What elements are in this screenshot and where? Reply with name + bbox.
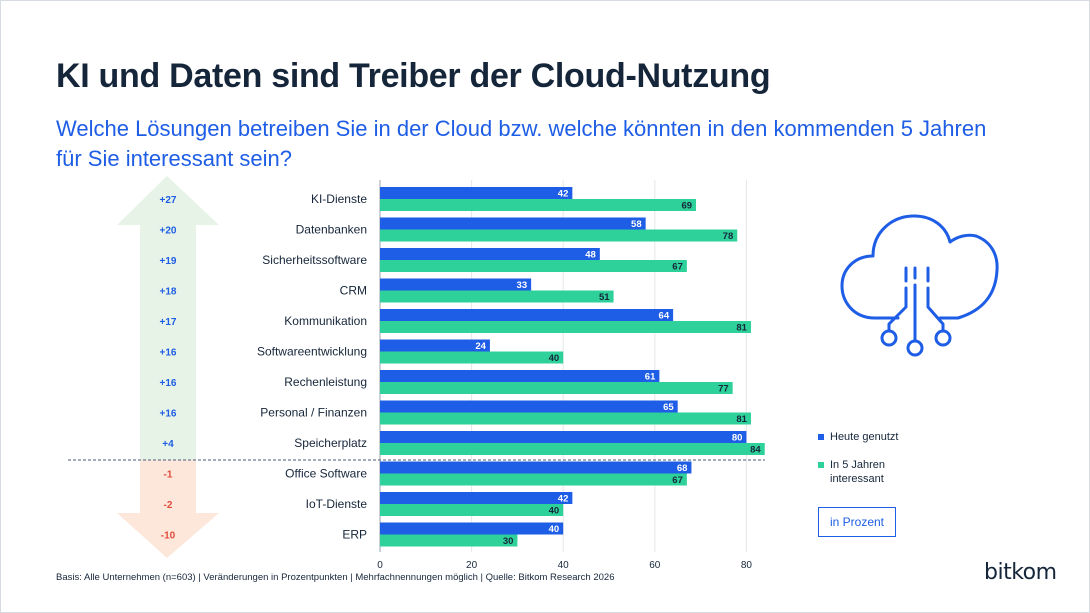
bar-today bbox=[380, 339, 490, 352]
bar-today bbox=[380, 400, 678, 413]
value-label-today: 58 bbox=[631, 219, 642, 230]
value-label-today: 24 bbox=[475, 341, 486, 352]
category-label: Softwareentwicklung bbox=[257, 345, 367, 359]
change-label: +20 bbox=[160, 226, 177, 237]
category-label: IoT-Dienste bbox=[306, 497, 368, 511]
bar-future bbox=[380, 229, 738, 242]
value-label-future: 78 bbox=[723, 231, 734, 242]
value-label-future: 40 bbox=[549, 353, 560, 364]
legend-item-today: Heute genutzt bbox=[818, 430, 899, 444]
value-label-future: 40 bbox=[549, 506, 560, 517]
chart-subtitle: Welche Lösungen betreiben Sie in der Clo… bbox=[56, 116, 987, 171]
category-label: Rechenleistung bbox=[284, 375, 367, 389]
bar-future bbox=[380, 443, 765, 455]
value-label-future: 51 bbox=[599, 292, 610, 303]
category-label: Office Software bbox=[285, 467, 367, 481]
change-label: +4 bbox=[162, 439, 174, 450]
legend-swatch-today bbox=[818, 434, 824, 440]
bar-future bbox=[380, 199, 697, 211]
category-label: Datenbanken bbox=[296, 223, 367, 237]
category-label: CRM bbox=[340, 284, 367, 298]
change-label: -1 bbox=[164, 470, 173, 481]
change-label: -10 bbox=[161, 531, 176, 542]
category-label: Personal / Finanzen bbox=[260, 406, 367, 420]
change-label: +16 bbox=[160, 348, 177, 359]
bar-future bbox=[380, 412, 751, 425]
value-label-today: 61 bbox=[645, 372, 656, 383]
change-label: +27 bbox=[160, 195, 177, 206]
value-label-today: 40 bbox=[549, 524, 560, 535]
value-label-future: 81 bbox=[736, 414, 747, 425]
value-label-today: 68 bbox=[677, 463, 688, 474]
change-label: +17 bbox=[160, 317, 177, 328]
footnote: Basis: Alle Unternehmen (n=603) | Veränd… bbox=[56, 572, 615, 583]
bar-today bbox=[380, 461, 692, 474]
legend-item-future: In 5 Jahren interessant bbox=[818, 458, 908, 486]
value-label-future: 81 bbox=[736, 323, 747, 334]
x-tick-label: 40 bbox=[558, 560, 570, 571]
cloud-circuit-icon bbox=[840, 214, 999, 357]
bar-today bbox=[380, 522, 564, 535]
change-label: +18 bbox=[160, 287, 177, 298]
value-label-today: 33 bbox=[517, 280, 528, 291]
bar-today bbox=[380, 309, 674, 321]
bar-today bbox=[380, 248, 600, 260]
bitkom-logo: bitkom bbox=[984, 560, 1057, 585]
value-label-today: 48 bbox=[585, 250, 596, 261]
bar-today bbox=[380, 187, 573, 199]
bar-future bbox=[380, 382, 733, 394]
bar-future bbox=[380, 473, 687, 486]
change-label: +19 bbox=[160, 256, 177, 267]
bar-future bbox=[380, 351, 564, 364]
increase-arrow bbox=[117, 176, 219, 460]
bar-today bbox=[380, 278, 532, 291]
value-label-today: 42 bbox=[558, 189, 569, 200]
value-label-today: 64 bbox=[659, 311, 670, 322]
value-label-future: 67 bbox=[672, 475, 683, 486]
category-label: ERP bbox=[342, 528, 367, 542]
change-label: +16 bbox=[160, 409, 177, 420]
legend-swatch-future bbox=[818, 462, 824, 468]
bar-future bbox=[380, 321, 751, 333]
value-label-future: 30 bbox=[503, 536, 514, 547]
legend-label-future: In 5 Jahren interessant bbox=[830, 459, 886, 485]
category-label: Sicherheitssoftware bbox=[262, 253, 367, 267]
bar-future bbox=[380, 504, 564, 516]
bar-today bbox=[380, 370, 660, 382]
bar-future bbox=[380, 260, 687, 272]
bar-today bbox=[380, 217, 646, 230]
legend-label-today: Heute genutzt bbox=[830, 431, 899, 443]
bar-future bbox=[380, 534, 518, 547]
x-tick-label: 0 bbox=[377, 560, 383, 571]
x-tick-label: 80 bbox=[741, 560, 753, 571]
value-label-future: 84 bbox=[750, 445, 761, 456]
value-label-future: 67 bbox=[672, 262, 683, 273]
change-label: +16 bbox=[160, 378, 177, 389]
value-label-today: 65 bbox=[663, 402, 674, 413]
change-label: -2 bbox=[164, 500, 173, 511]
x-tick-label: 20 bbox=[466, 560, 478, 571]
category-label: Kommunikation bbox=[284, 314, 367, 328]
unit-label-box: in Prozent bbox=[818, 507, 896, 537]
x-tick-label: 60 bbox=[649, 560, 661, 571]
bar-today bbox=[380, 431, 747, 443]
category-label: Speicherplatz bbox=[294, 436, 367, 450]
value-label-future: 69 bbox=[681, 201, 692, 212]
decrease-arrow bbox=[117, 460, 219, 558]
bar-today bbox=[380, 492, 573, 504]
value-label-today: 42 bbox=[558, 494, 569, 505]
category-label: KI-Dienste bbox=[311, 192, 367, 206]
value-label-future: 77 bbox=[718, 384, 729, 395]
value-label-today: 80 bbox=[732, 433, 743, 444]
bar-future bbox=[380, 290, 614, 303]
chart-title: KI und Daten sind Treiber der Cloud-Nutz… bbox=[56, 57, 771, 95]
